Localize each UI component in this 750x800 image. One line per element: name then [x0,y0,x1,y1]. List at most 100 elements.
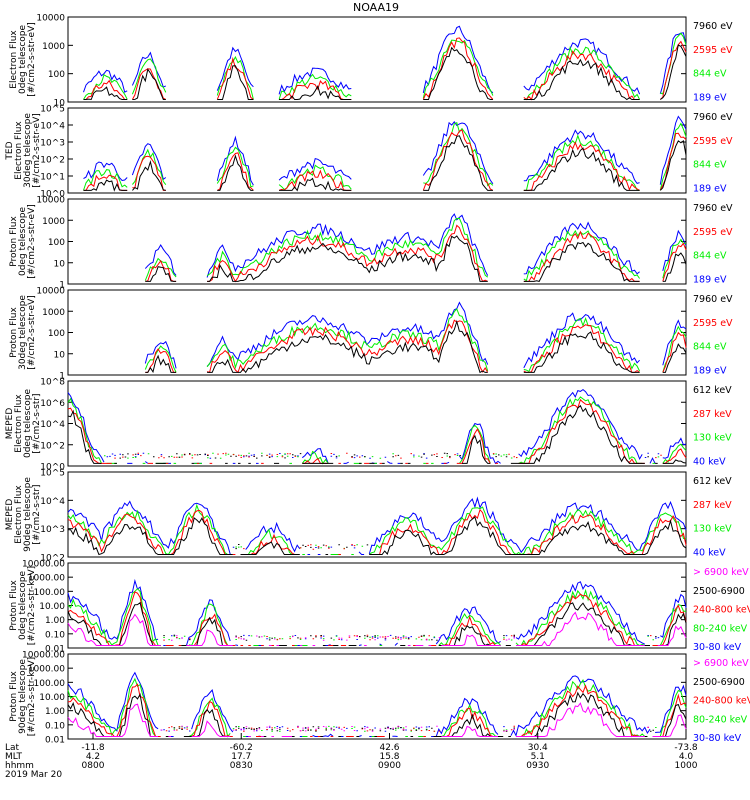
legend-entry: 287 keV [693,500,732,511]
series-line [83,37,687,101]
legend-entry: 240-800 keV [693,696,750,707]
series-line [83,135,687,192]
y-tick-label: 100.00 [34,588,66,598]
panel-1: 10 100 1000 10000 Electron Flux 0deg telescop… [9,14,733,109]
x-tick-label: 5.1 [531,752,545,762]
panel-3: 1 10 100 1000 10000 Proton Flux 0deg telescope… [9,196,733,291]
y-tick-label: 10.00 [39,693,65,703]
series-line [67,404,687,464]
series-line [67,702,687,738]
y-tick-label: 10.00 [39,602,65,612]
legend-entry: 2500-6900 [693,586,745,597]
y-axis-label: Electron Flux [9,30,19,89]
series-line [83,44,687,101]
y-tick-label: 0.10 [45,721,65,731]
y-axis-label: MEPED [5,408,15,440]
panel-frame [67,16,687,103]
y-tick-label: 0.01 [45,736,65,746]
legend-entry: 40 keV [693,547,726,558]
panel-4: 1 10 100 1000 10000 Proton Flux 30deg telescop… [9,287,733,382]
series-line [144,217,687,282]
y-tick-label: 10 [54,99,66,109]
legend-entry: 612 keV [693,385,732,396]
series-line [144,213,687,278]
y-axis-label: 0deg telescope [18,25,28,95]
series-line [67,601,687,647]
y-axis-label: [#/cm2-s-str-eV] [27,204,37,279]
y-tick-label: 10000 [36,287,65,297]
legend-entry: 2500-6900 [693,677,745,688]
series-line [83,32,687,100]
legend-entry: 844 eV [693,342,727,353]
y-axis-label: [#/cm2-s-str] [32,393,42,453]
legend-entry: 844 eV [693,251,727,262]
legend-entry: 612 keV [693,476,732,487]
legend-entry: 7960 eV [693,21,733,32]
y-tick-label: 100.00 [34,679,66,689]
x-tick-label: 0900 [378,761,401,771]
chart-title: NOAA19 [353,1,399,14]
series-line [67,398,687,464]
series-line [67,683,687,738]
series-line [145,319,687,374]
legend-entry: 189 eV [693,274,727,285]
y-tick-label: 10^2 [40,156,65,166]
y-axis-label: Electron Flux [14,485,24,544]
x-row-label: Lat [5,743,20,753]
y-tick-label: 10^0 [40,190,65,200]
series-line [145,319,687,374]
panel-frame [67,471,687,558]
y-tick-label: 1.00 [45,707,65,717]
series-line [67,588,687,647]
y-tick-label: 10^4 [40,420,65,430]
y-tick-label: 1000.00 [28,665,65,675]
legend-entry: 2595 eV [693,45,733,56]
series-line [67,611,687,646]
y-axis-label: MEPED [5,499,15,531]
legend-entry: 80-240 keV [693,714,748,725]
legend-entry: 7960 eV [693,294,733,305]
x-tick-label: 0800 [82,761,105,771]
series-line [68,516,687,556]
series-line [83,115,687,186]
series-line [144,308,687,373]
panel-frame [67,562,687,649]
y-tick-label: 100 [48,238,65,248]
y-axis-label: Proton Flux [9,216,19,267]
y-axis-label: [#/cm2-s-str-keV] [27,657,37,736]
x-tick-label: 0830 [230,761,253,771]
series-line [145,235,687,282]
y-axis-label: [#/cm2-s-str-eV] [27,295,37,370]
date-label: 2019 Mar 20 [5,770,62,780]
y-tick-label: 10^5 [40,469,65,479]
y-tick-label: 10^0 [40,463,65,473]
legend-entry: 2595 eV [693,318,733,329]
y-tick-label: 1 [59,281,65,291]
legend-entry: 130 keV [693,433,732,444]
panel-frame [67,198,687,285]
y-axis-label: 0deg telescope [18,571,28,641]
y-tick-label: 1000 [42,42,65,52]
panel-5: 10^0 10^2 10^4 10^6 10^8 MEPED Electron Flux 0d… [5,378,732,473]
y-axis-label: 30deg telescope [23,113,33,188]
legend-entry: 130 keV [693,524,732,535]
x-tick-label: 0930 [526,761,549,771]
y-tick-label: 10 [54,259,66,269]
legend-entry: 2595 eV [693,227,733,238]
x-tick-label: -73.8 [674,743,698,753]
panel-frame [67,380,687,467]
y-tick-label: 10^2 [40,554,65,564]
y-tick-label: 100 [48,329,65,339]
y-tick-label: 10 [54,350,66,360]
legend-entry: 189 eV [693,92,727,103]
legend-entry: 240-800 keV [693,605,750,616]
y-tick-label: 10^4 [40,122,65,132]
y-axis-label: Proton Flux [9,580,19,631]
y-tick-label: 1.00 [45,616,65,626]
y-axis-label: 30deg telescope [18,295,28,370]
y-axis-label: 90deg telescope [23,477,33,552]
series-line [83,122,687,191]
y-tick-label: 10^3 [40,525,65,535]
y-axis-label: [#/cm2-s-str-eV] [32,113,42,188]
y-tick-label: 1 [59,372,65,382]
